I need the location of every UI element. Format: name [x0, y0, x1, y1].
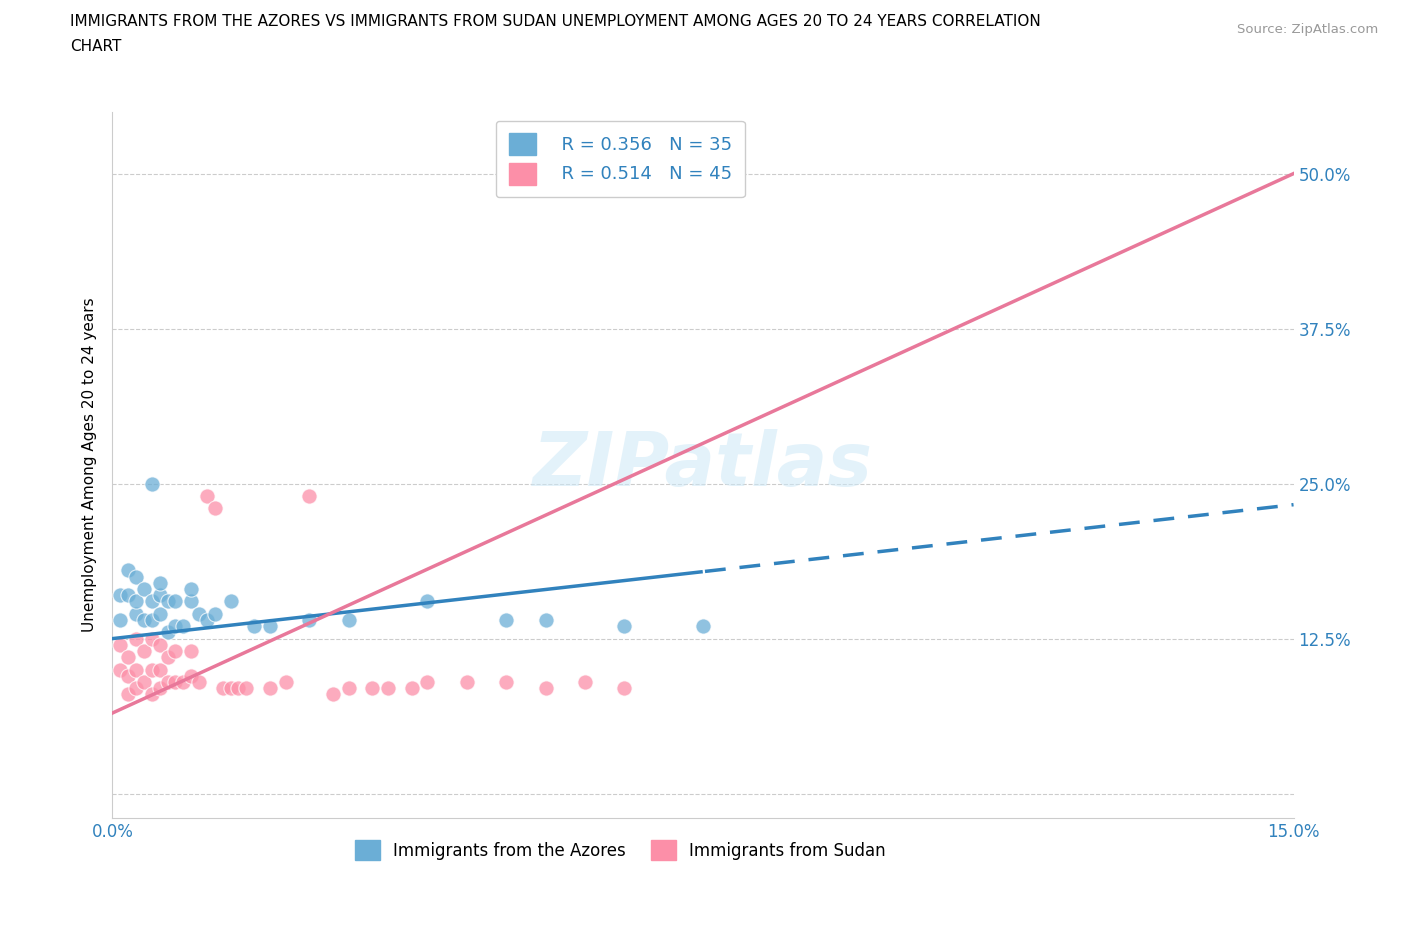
- Point: [149, 637, 172, 652]
- Point: [132, 613, 155, 628]
- Point: [141, 662, 163, 677]
- Point: [219, 594, 242, 609]
- Point: [235, 681, 257, 696]
- Text: IMMIGRANTS FROM THE AZORES VS IMMIGRANTS FROM SUDAN UNEMPLOYMENT AMONG AGES 20 T: IMMIGRANTS FROM THE AZORES VS IMMIGRANTS…: [70, 14, 1040, 29]
- Point: [141, 476, 163, 491]
- Point: [180, 581, 202, 596]
- Point: [165, 594, 187, 609]
- Point: [141, 687, 163, 702]
- Point: [125, 681, 148, 696]
- Point: [117, 650, 139, 665]
- Point: [141, 613, 163, 628]
- Point: [377, 681, 399, 696]
- Point: [117, 669, 139, 684]
- Point: [401, 681, 423, 696]
- Point: [125, 631, 148, 646]
- Point: [149, 606, 172, 621]
- Point: [149, 576, 172, 591]
- Point: [534, 681, 557, 696]
- Point: [149, 681, 172, 696]
- Point: [165, 644, 187, 658]
- Point: [125, 606, 148, 621]
- Point: [456, 674, 478, 689]
- Point: [180, 669, 202, 684]
- Point: [274, 674, 297, 689]
- Point: [613, 681, 636, 696]
- Point: [416, 674, 439, 689]
- Point: [204, 606, 226, 621]
- Point: [574, 674, 596, 689]
- Point: [141, 631, 163, 646]
- Point: [613, 618, 636, 633]
- Point: [361, 681, 384, 696]
- Point: [172, 618, 194, 633]
- Point: [243, 618, 266, 633]
- Point: [495, 674, 517, 689]
- Text: Source: ZipAtlas.com: Source: ZipAtlas.com: [1237, 23, 1378, 36]
- Point: [117, 563, 139, 578]
- Point: [132, 674, 155, 689]
- Point: [337, 613, 360, 628]
- Point: [534, 613, 557, 628]
- Point: [195, 488, 218, 503]
- Point: [495, 613, 517, 628]
- Point: [156, 674, 179, 689]
- Point: [132, 644, 155, 658]
- Point: [156, 650, 179, 665]
- Point: [211, 681, 233, 696]
- Point: [180, 594, 202, 609]
- Point: [188, 606, 211, 621]
- Point: [692, 618, 714, 633]
- Point: [259, 618, 281, 633]
- Point: [117, 588, 139, 603]
- Point: [110, 588, 132, 603]
- Point: [141, 594, 163, 609]
- Point: [172, 674, 194, 689]
- Point: [110, 613, 132, 628]
- Point: [228, 681, 250, 696]
- Point: [322, 687, 344, 702]
- Point: [204, 501, 226, 516]
- Point: [149, 588, 172, 603]
- Y-axis label: Unemployment Among Ages 20 to 24 years: Unemployment Among Ages 20 to 24 years: [82, 298, 97, 632]
- Point: [692, 166, 714, 181]
- Point: [132, 581, 155, 596]
- Point: [195, 613, 218, 628]
- Point: [149, 662, 172, 677]
- Point: [219, 681, 242, 696]
- Text: CHART: CHART: [70, 39, 122, 54]
- Point: [165, 618, 187, 633]
- Legend: Immigrants from the Azores, Immigrants from Sudan: Immigrants from the Azores, Immigrants f…: [342, 827, 900, 873]
- Point: [180, 644, 202, 658]
- Point: [156, 625, 179, 640]
- Point: [165, 674, 187, 689]
- Point: [125, 662, 148, 677]
- Point: [416, 594, 439, 609]
- Point: [259, 681, 281, 696]
- Point: [298, 488, 321, 503]
- Point: [337, 681, 360, 696]
- Point: [125, 569, 148, 584]
- Point: [188, 674, 211, 689]
- Point: [156, 594, 179, 609]
- Point: [125, 594, 148, 609]
- Point: [110, 662, 132, 677]
- Point: [110, 637, 132, 652]
- Point: [298, 613, 321, 628]
- Point: [117, 687, 139, 702]
- Text: ZIPatlas: ZIPatlas: [533, 429, 873, 501]
